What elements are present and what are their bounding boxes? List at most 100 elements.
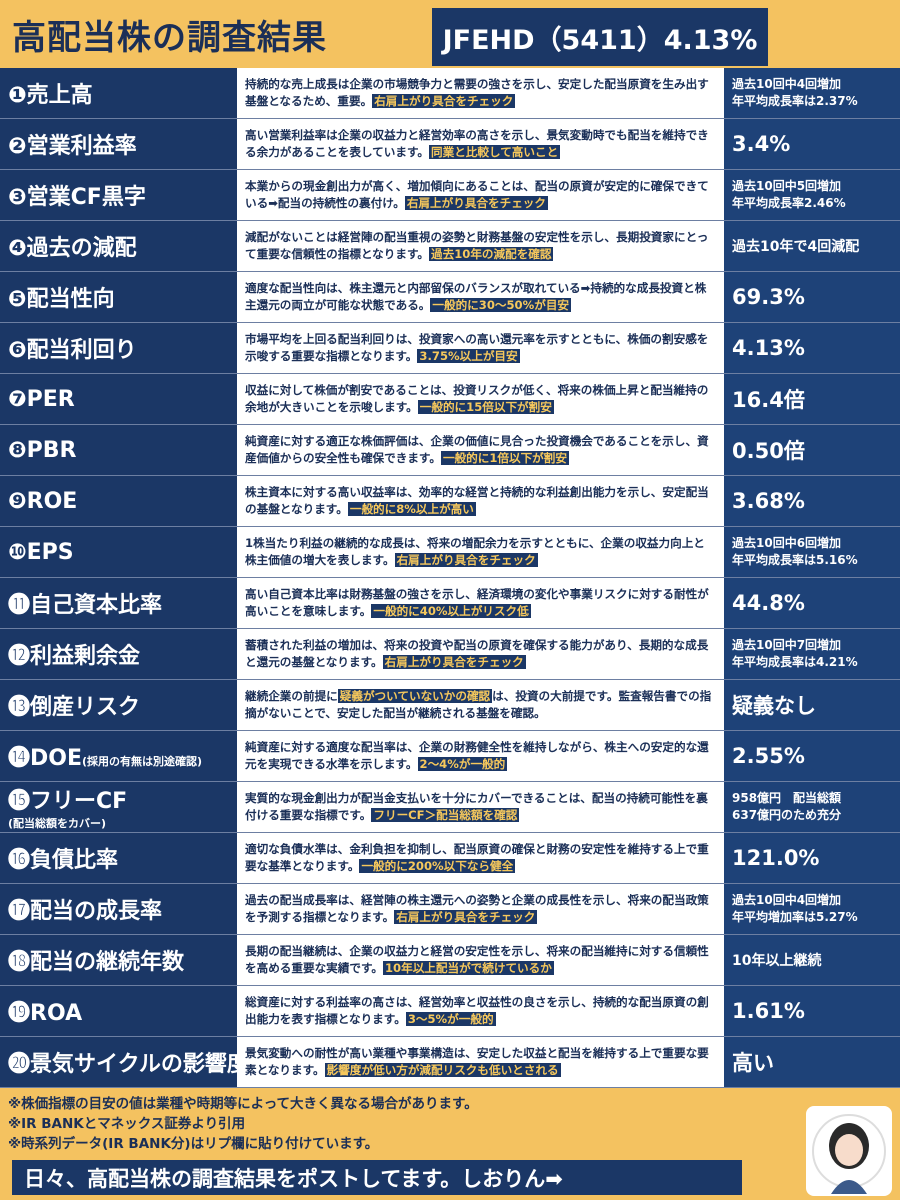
description: 長期の配当継続は、企業の収益力と経営の安定性を示し、将来の配当維持に対する信頼性… — [237, 935, 724, 985]
number: ⓯ — [8, 789, 31, 814]
value: 高い — [732, 1051, 774, 1075]
value: 2.55% — [732, 744, 805, 768]
row: ⓰負債比率 適切な負債水準は、金利負担を抑制し、配当原資の確保と財務の安定性を維持… — [0, 833, 900, 884]
highlight: 過去10年の減配を確認 — [429, 247, 554, 261]
description: 景気変動への耐性が高い業種や事業構造は、安定した収益と配当を維持する上で重要な要… — [237, 1037, 724, 1087]
row: ❼PER 収益に対して株価が割安であることは、投資リスクが低く、将来の株価上昇と配… — [0, 374, 900, 425]
value-cell: 疑義なし — [724, 680, 900, 730]
label-cell: ⓯フリーCF (配当総額をカバー) — [0, 782, 237, 832]
number: ⓴ — [8, 1052, 31, 1077]
label-cell: ❻配当利回り — [0, 323, 237, 373]
value: 4.13% — [732, 336, 805, 360]
description-text: 総資産に対する利益率の高さは、経営効率と収益性の良さを示し、持続的な配当原資の創… — [245, 994, 716, 1028]
description-text: 適度な配当性向は、株主還元と内部留保のバランスが取れている➡持続的な成長投資と株… — [245, 280, 716, 314]
label-cell: ❹過去の減配 — [0, 221, 237, 271]
value: 過去10回中4回増加 — [732, 893, 842, 907]
label: 過去の減配 — [26, 236, 137, 261]
highlight: 一般的に15倍以下が割安 — [417, 400, 554, 414]
label: 利益剰余金 — [30, 644, 141, 669]
value: 0.50倍 — [732, 439, 805, 463]
title: 高配当株の調査結果 — [12, 18, 327, 58]
row: ⓭倒産リスク 継続企業の前提に 疑義がついていないかの確認 は、投資の大前提です。監査… — [0, 680, 900, 731]
number: ⓮ — [8, 746, 31, 771]
description-text: 市場平均を上回る配当利回りは、投資家への高い還元率を示すとともに、株価の割安感を… — [245, 331, 716, 365]
highlight: 右肩上がり具合をチェック — [394, 553, 538, 567]
text: 継続企業の前提に — [245, 689, 338, 703]
label: 営業CF黒字 — [26, 185, 146, 210]
label: 倒産リスク — [30, 695, 141, 720]
description: 実質的な現金創出力が配当金支払いを十分にカバーできることは、配当の持続可能性を裏… — [237, 782, 724, 832]
label-line: ⓱配当の成長率 — [8, 893, 237, 925]
value-cell: 69.3% — [724, 272, 900, 322]
highlight: 10年以上配当がで続けているか — [382, 961, 554, 975]
value: 1.61% — [732, 999, 805, 1023]
row: ⓬利益剰余金 蓄積された利益の増加は、将来の投資や配当の原資を確保する能力があり、… — [0, 629, 900, 680]
value: 過去10回中5回増加 — [732, 179, 842, 193]
value-cell: 2.55% — [724, 731, 900, 781]
description-text: 過去の配当成長率は、経営陣の株主還元への姿勢と企業の成長性を示し、将来の配当政策… — [245, 892, 716, 926]
value-cell: 過去10年で4回減配 — [724, 221, 900, 271]
text: 市場平均を上回る配当利回りは、投資家への高い還元率を示すとともに、株価の割安感を… — [245, 332, 709, 363]
label: 配当の継続年数 — [30, 950, 185, 975]
label-line: ❹過去の減配 — [8, 230, 237, 262]
row: ⓴景気サイクルの影響度 景気変動への耐性が高い業種や事業構造は、安定した収益と配当… — [0, 1037, 900, 1088]
label: 自己資本比率 — [30, 593, 163, 618]
banner: 日々、高配当株の調査結果をポストしてます。しおりん➡ — [12, 1160, 742, 1195]
label: 配当の成長率 — [30, 899, 163, 924]
row: ❷営業利益率 高い営業利益率は企業の収益力と経営効率の高さを示し、景気変動時でも配… — [0, 119, 900, 170]
description: 適切な負債水準は、金利負担を抑制し、配当原資の確保と財務の安定性を維持する上で重… — [237, 833, 724, 883]
label-line: ⓫自己資本比率 — [8, 587, 237, 619]
label: PBR — [26, 437, 77, 463]
label-line: ❺配当性向 — [8, 281, 237, 313]
label-line: ❻配当利回り — [8, 332, 237, 364]
text: 適切な負債水準は、金利負担を抑制し、配当原資の確保と財務の安定性を維持する上で重… — [245, 842, 709, 873]
label-cell: ❷営業利益率 — [0, 119, 237, 169]
highlight: 疑義がついていないかの確認 — [337, 689, 493, 703]
label-cell: ⓭倒産リスク — [0, 680, 237, 730]
value-cell: 10年以上継続 — [724, 935, 900, 985]
value: 年平均成長率は5.16% — [732, 553, 858, 567]
number: ❻ — [8, 338, 27, 363]
label: EPS — [26, 539, 74, 565]
row: ❺配当性向 適度な配当性向は、株主還元と内部留保のバランスが取れている➡持続的な成… — [0, 272, 900, 323]
row: ❿EPS 1株当たり利益の継続的な成長は、将来の増配余力を示すとともに、企業の収益… — [0, 527, 900, 578]
label-cell: ⓬利益剰余金 — [0, 629, 237, 679]
text: 景気変動への耐性が高い業種や事業構造は、安定した収益と配当を維持する上で重要な要… — [245, 1046, 709, 1077]
text: 収益に対して株価が割安であることは、投資リスクが低く、将来の株価上昇と配当維持の… — [245, 383, 709, 414]
number: ❹ — [8, 236, 27, 261]
description-text: 純資産に対する適正な株価評価は、企業の価値に見合った投資機会であることを示し、資… — [245, 433, 716, 467]
label-cell: ⓮DOE(採用の有無は別途確認) — [0, 731, 237, 781]
text: 純資産に対する適度な配当率は、企業の財務健全性を維持しながら、株主への安定的な還… — [245, 740, 709, 771]
label-line: ❸営業CF黒字 — [8, 179, 237, 211]
number: ❼ — [8, 386, 27, 412]
row: ❸営業CF黒字 本業からの現金創出力が高く、増加傾向にあることは、配当の原資が安定… — [0, 170, 900, 221]
description-text: 株主資本に対する高い収益率は、効率的な経営と持続的な利益創出能力を示し、安定配当… — [245, 484, 716, 518]
label-cell: ⓰負債比率 — [0, 833, 237, 883]
number: ⓬ — [8, 644, 31, 669]
label: フリーCF — [30, 789, 128, 814]
label-line: ❶売上高 — [8, 77, 237, 109]
value: 10年以上継続 — [732, 953, 822, 969]
description: 蓄積された利益の増加は、将来の投資や配当の原資を確保する能力があり、長期的な成長… — [237, 629, 724, 679]
highlight: 一般的に8%以上が高い — [347, 502, 476, 516]
value: 過去10年で4回減配 — [732, 239, 860, 255]
description-text: 収益に対して株価が割安であることは、投資リスクが低く、将来の株価上昇と配当維持の… — [245, 382, 716, 416]
label: ROE — [26, 488, 78, 514]
text: 1株当たり利益の継続的な成長は、将来の増配余力を示すとともに、企業の収益力向上と… — [245, 536, 705, 567]
text: 本業からの現金創出力が高く、増加傾向にあることは、配当の原資が安定的に確保できて… — [245, 179, 709, 210]
value-cell: 16.4倍 — [724, 374, 900, 424]
description: 収益に対して株価が割安であることは、投資リスクが低く、将来の株価上昇と配当維持の… — [237, 374, 724, 424]
label-cell: ⓲配当の継続年数 — [0, 935, 237, 985]
label-line: ❽PBR — [8, 438, 237, 463]
value: 年平均成長率は2.37% — [732, 94, 858, 108]
label-line: ⓬利益剰余金 — [8, 638, 237, 670]
text: 総資産に対する利益率の高さは、経営効率と収益性の良さを示し、持続的な配当原資の創… — [245, 995, 709, 1026]
value: 44.8% — [732, 591, 805, 615]
description: 1株当たり利益の継続的な成長は、将来の増配余力を示すとともに、企業の収益力向上と… — [237, 527, 724, 577]
label-line: ⓰負債比率 — [8, 842, 237, 874]
highlight: 右肩上がり具合をチェック — [382, 655, 526, 669]
description-text: 純資産に対する適度な配当率は、企業の財務健全性を維持しながら、株主への安定的な還… — [245, 739, 716, 773]
value: 年平均増加率は5.27% — [732, 910, 858, 924]
text: 減配がないことは経営陣の配当重視の姿勢と財務基盤の安定性を示し、長期投資家にとっ… — [245, 230, 709, 261]
value: 疑義なし — [732, 694, 816, 718]
